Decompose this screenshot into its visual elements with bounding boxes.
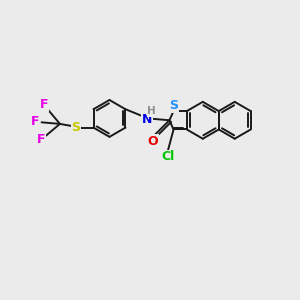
Text: F: F	[31, 115, 39, 128]
Text: F: F	[37, 134, 45, 146]
Text: Cl: Cl	[161, 150, 175, 163]
Text: F: F	[40, 98, 48, 111]
Text: H: H	[147, 106, 156, 116]
Text: O: O	[148, 135, 158, 148]
Text: S: S	[71, 121, 80, 134]
Text: S: S	[169, 99, 178, 112]
Text: N: N	[142, 112, 152, 125]
